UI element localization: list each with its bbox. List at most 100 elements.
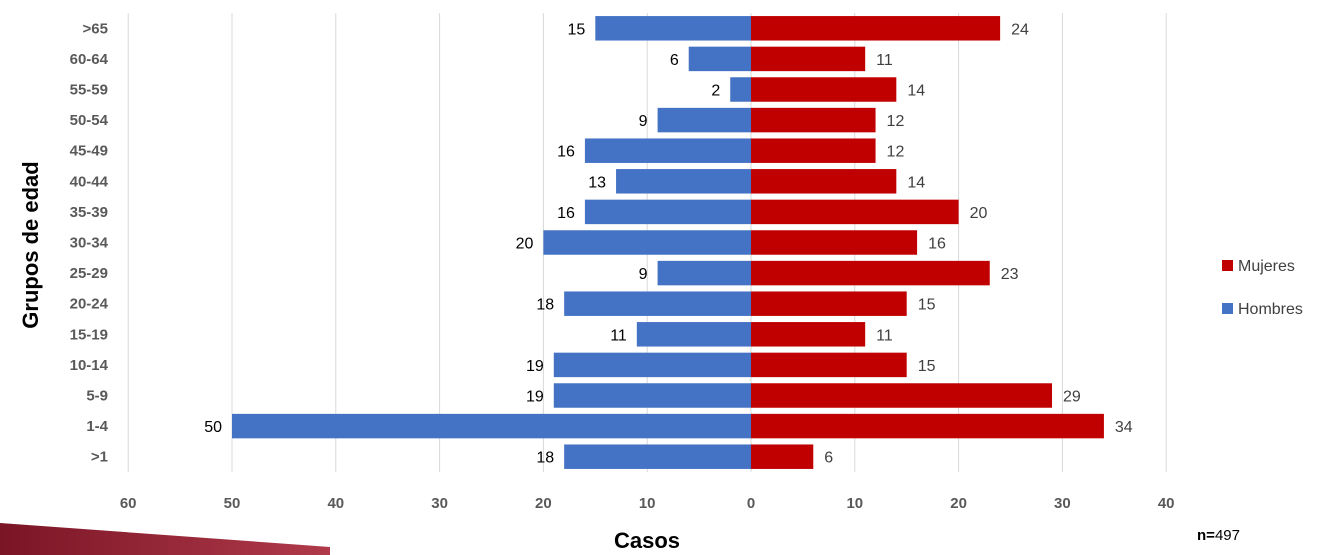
data-label-mujeres: 23 <box>1001 266 1019 283</box>
x-tick-label: 40 <box>327 495 344 512</box>
bar-mujeres <box>751 413 1104 439</box>
category-labels: >65 60-64 55-59 50-54 45-49 40-44 35-39 30-34 25… <box>70 20 109 465</box>
data-label-mujeres: 15 <box>918 297 936 314</box>
x-tick-label: 0 <box>747 495 755 512</box>
bar-hombres <box>657 260 751 286</box>
category-label: 30-34 <box>70 235 109 252</box>
bar-hombres <box>657 107 751 133</box>
bar-hombres <box>543 230 751 255</box>
bar-hombres <box>553 352 751 378</box>
x-tick-label: 40 <box>1158 495 1175 512</box>
bar-hombres <box>584 199 751 225</box>
bar-mujeres <box>751 46 866 72</box>
bar-hombres <box>595 16 751 41</box>
decorative-accent-shape <box>0 523 330 555</box>
accent-ribbon <box>0 523 330 555</box>
legend-label-mujeres: Mujeres <box>1238 258 1295 275</box>
data-label-hombres: 11 <box>610 327 627 344</box>
x-tick-label: 50 <box>224 495 241 512</box>
x-tick-label: 60 <box>120 495 137 512</box>
data-label-mujeres: 34 <box>1115 419 1133 436</box>
data-labels: 15 24 6 11 2 14 9 12 16 12 13 14 16 20 20 16 9 23 18 15 11 11… <box>204 21 1133 466</box>
sample-size-note: n=497 <box>1197 527 1240 544</box>
bar-mujeres <box>751 16 1001 41</box>
category-label: 15-19 <box>70 326 108 343</box>
data-label-hombres: 20 <box>516 236 534 253</box>
bar-hombres <box>553 383 751 408</box>
category-label: 25-29 <box>70 265 108 282</box>
bar-mujeres <box>751 352 907 378</box>
data-label-mujeres: 12 <box>887 144 905 161</box>
data-label-mujeres: 14 <box>907 83 925 100</box>
category-label: 50-54 <box>70 112 109 129</box>
category-label: 1-4 <box>86 418 108 435</box>
category-label: 60-64 <box>70 51 109 68</box>
bar-hombres <box>584 138 751 163</box>
data-label-mujeres: 11 <box>876 327 893 344</box>
bar-hombres <box>564 444 751 469</box>
data-label-mujeres: 11 <box>876 52 893 69</box>
category-label: 45-49 <box>70 143 108 160</box>
bar-mujeres <box>751 260 990 286</box>
bar-hombres <box>730 77 751 102</box>
x-tick-labels: 60 50 40 30 20 10 0 10 20 30 40 <box>120 495 1175 512</box>
data-label-mujeres: 29 <box>1063 389 1081 406</box>
data-label-hombres: 18 <box>536 297 554 314</box>
data-label-hombres: 15 <box>568 21 586 38</box>
y-axis-title: Grupos de edad <box>18 161 43 328</box>
data-label-mujeres: 14 <box>907 174 925 191</box>
x-tick-label: 10 <box>846 495 863 512</box>
x-tick-label: 30 <box>1054 495 1071 512</box>
bar-mujeres <box>751 199 959 225</box>
sample-size-value: 497 <box>1214 527 1240 544</box>
legend-swatch-mujeres <box>1222 260 1233 271</box>
bar-mujeres <box>751 169 897 194</box>
data-label-hombres: 16 <box>557 144 575 161</box>
category-label: >1 <box>91 449 108 466</box>
bars-layer <box>232 16 1104 469</box>
data-label-mujeres: 20 <box>970 205 988 222</box>
bar-mujeres <box>751 383 1053 408</box>
data-label-hombres: 16 <box>557 205 575 222</box>
data-label-mujeres: 6 <box>824 450 833 467</box>
data-label-hombres: 19 <box>526 358 544 375</box>
data-label-hombres: 18 <box>536 450 554 467</box>
bar-mujeres <box>751 322 866 347</box>
data-label-hombres: 2 <box>711 83 720 100</box>
legend: Mujeres Hombres <box>1222 258 1303 318</box>
category-label: 35-39 <box>70 204 108 221</box>
category-label: 10-14 <box>70 357 109 374</box>
data-label-hombres: 13 <box>588 174 606 191</box>
data-label-hombres: 50 <box>204 419 222 436</box>
bar-hombres <box>564 291 751 316</box>
x-tick-label: 20 <box>535 495 552 512</box>
category-label: 55-59 <box>70 82 108 99</box>
x-tick-label: 30 <box>431 495 448 512</box>
data-label-mujeres: 15 <box>918 358 936 375</box>
x-axis-title: Casos <box>614 528 680 553</box>
category-label: 40-44 <box>70 173 109 190</box>
sample-size-label: n= <box>1197 527 1215 544</box>
category-label: 20-24 <box>70 296 109 313</box>
bar-mujeres <box>751 77 897 102</box>
bar-mujeres <box>751 444 814 469</box>
data-label-hombres: 9 <box>639 266 648 283</box>
bar-mujeres <box>751 230 918 255</box>
bar-hombres <box>688 46 751 72</box>
x-tick-label: 20 <box>950 495 967 512</box>
category-label: >65 <box>83 20 108 37</box>
data-label-hombres: 6 <box>670 52 679 69</box>
category-label: 5-9 <box>86 388 108 405</box>
bar-hombres <box>232 413 751 439</box>
data-label-hombres: 19 <box>526 389 544 406</box>
bar-hombres <box>636 322 751 347</box>
bar-hombres <box>616 169 751 194</box>
legend-swatch-hombres <box>1222 303 1233 314</box>
data-label-mujeres: 16 <box>928 236 946 253</box>
data-label-mujeres: 24 <box>1011 21 1029 38</box>
bar-mujeres <box>751 107 876 133</box>
data-label-hombres: 9 <box>639 113 648 130</box>
bar-mujeres <box>751 138 876 163</box>
legend-label-hombres: Hombres <box>1238 301 1303 318</box>
